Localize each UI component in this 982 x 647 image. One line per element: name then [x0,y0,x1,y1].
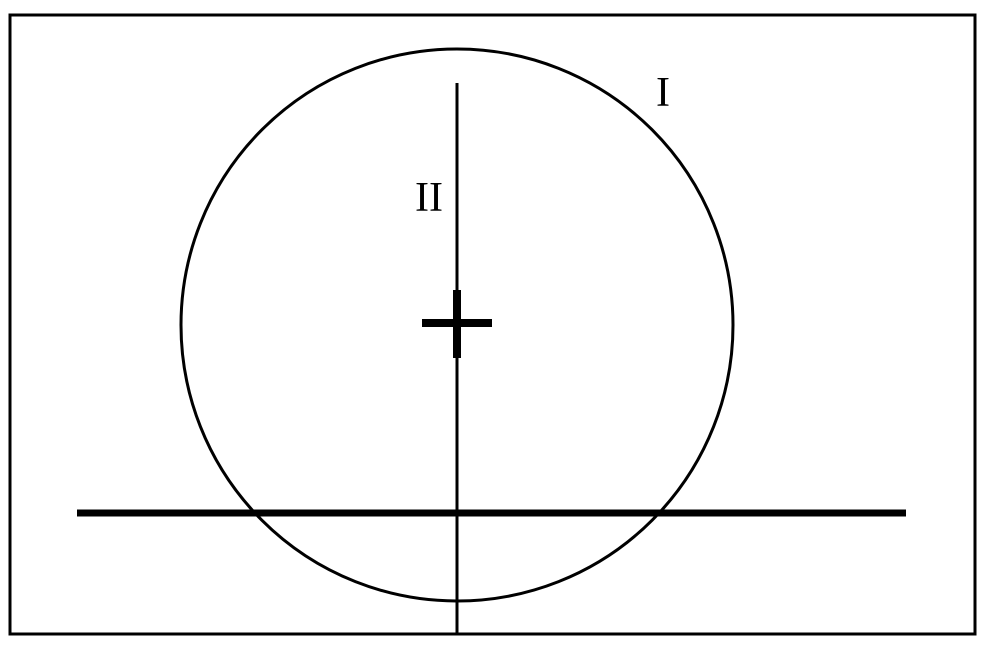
center-cross-icon [422,290,492,358]
diagram-frame [8,13,977,636]
label-circle-I: I [656,70,670,116]
label-line-II: II [415,175,443,221]
